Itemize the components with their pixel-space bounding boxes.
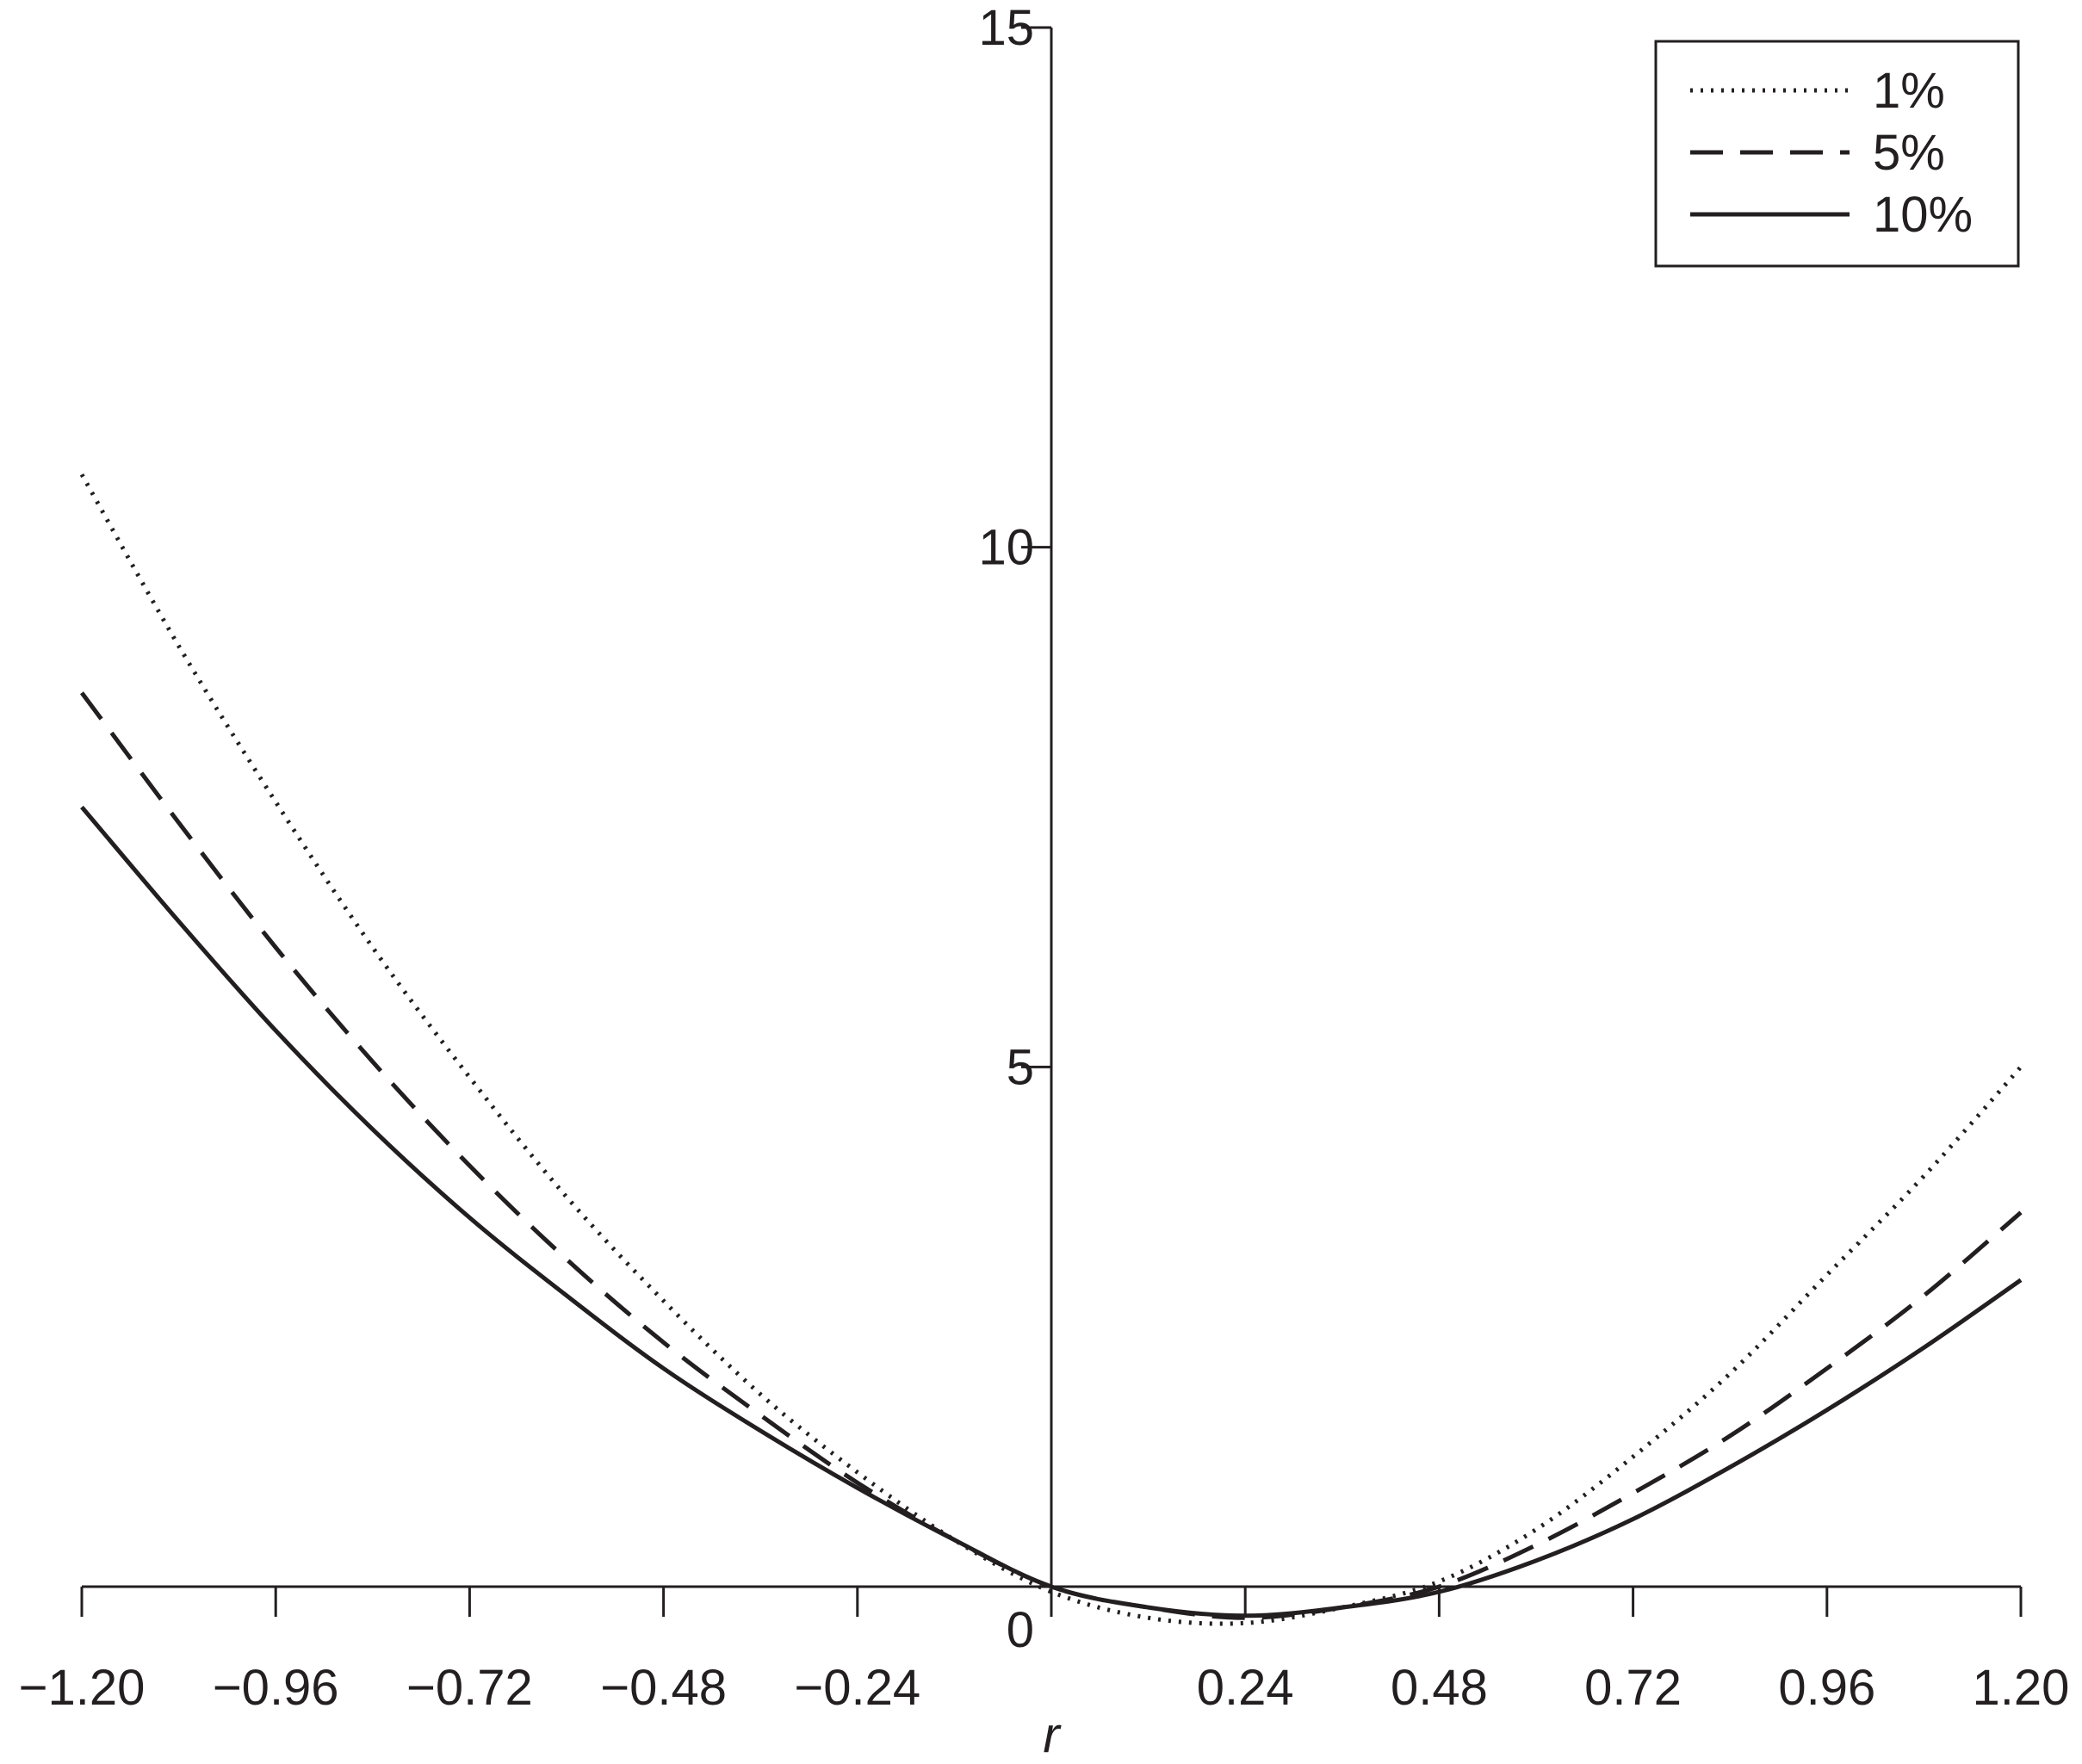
x-tick-label: −0.72 [406,1660,533,1716]
legend-label-5-percent: 5% [1873,125,1945,181]
x-tick-label: 0.24 [1197,1660,1294,1716]
axes: −1.20 −0.96 −0.72 −0.48 −0.24 0.24 0.48 0.72 0.9… [19,0,2070,1716]
y-ticks: 0 5 10 15 [978,0,1051,1658]
x-tick-label: −0.24 [794,1660,920,1716]
x-tick-label: −0.96 [213,1660,339,1716]
legend-label-1-percent: 1% [1873,63,1945,119]
x-tick-label: 1.20 [1973,1660,2070,1716]
y-tick-label: 0 [1007,1602,1034,1658]
x-tick-label: −0.48 [600,1660,727,1716]
x-tick-label: 0.96 [1778,1660,1875,1716]
y-tick-label: 10 [978,520,1034,576]
series-line-1-percent [79,473,2023,1626]
x-tick-label: −1.20 [19,1660,146,1716]
series-line-5-percent [79,691,2023,1620]
y-tick-label: 15 [978,0,1034,56]
x-axis-title: r [1043,1707,1062,1763]
y-tick-label: 5 [1007,1039,1034,1095]
legend: 1% 5% 10% [1654,40,2020,268]
x-tick-label: 0.72 [1584,1660,1682,1716]
series-layer [79,473,2023,1626]
x-tick-label: 0.48 [1391,1660,1488,1716]
x-ticks: −1.20 −0.96 −0.72 −0.48 −0.24 0.24 0.48 0.72 0.9… [19,1587,2070,1716]
series-line-10-percent [80,805,2023,1619]
legend-label-10-percent: 10% [1873,187,1973,243]
